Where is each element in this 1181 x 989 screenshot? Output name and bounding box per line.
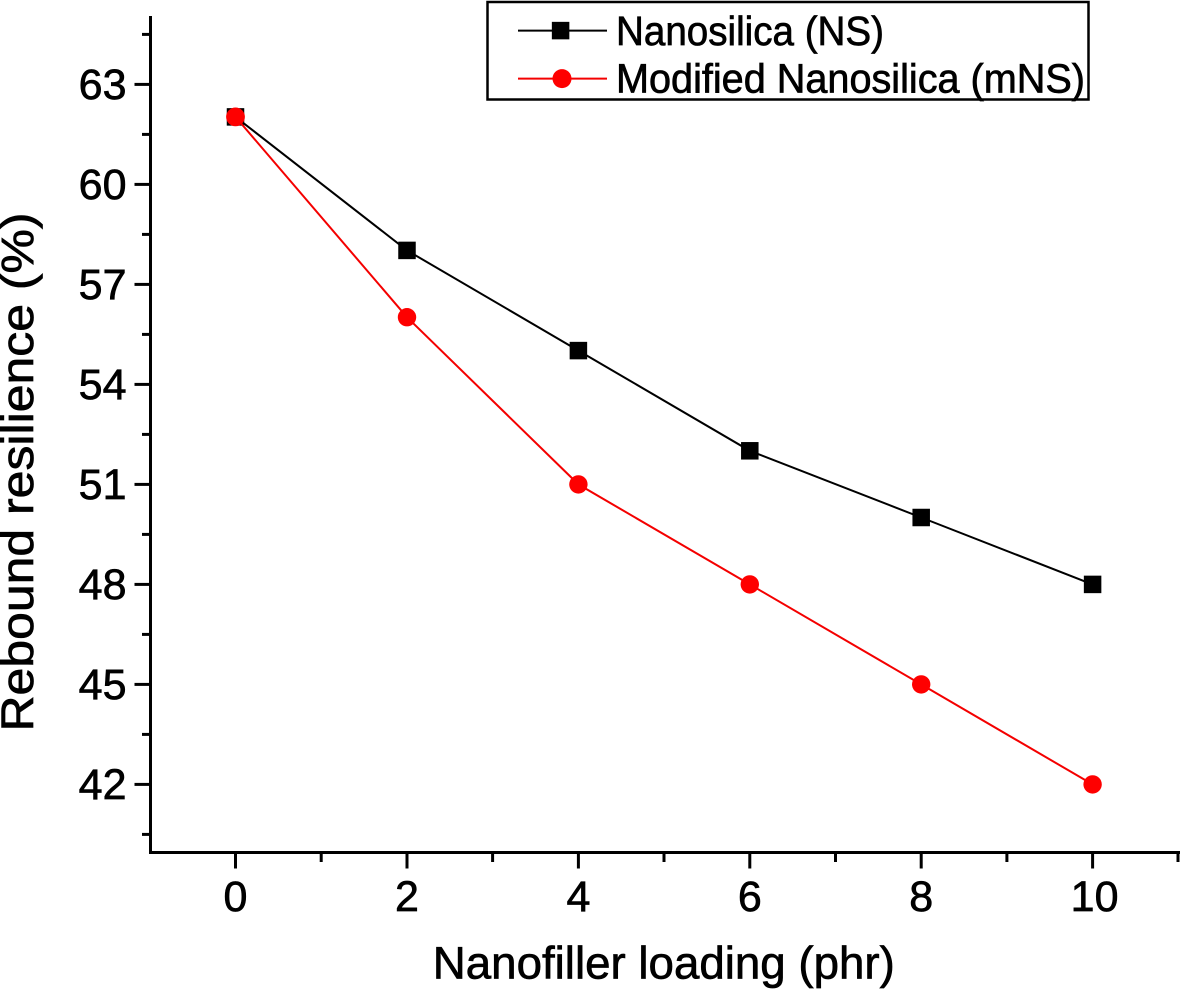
svg-text:51: 51 bbox=[79, 461, 127, 509]
svg-text:10: 10 bbox=[1071, 873, 1119, 921]
svg-text:6: 6 bbox=[738, 873, 762, 921]
svg-text:48: 48 bbox=[79, 561, 127, 609]
svg-text:2: 2 bbox=[395, 873, 419, 921]
svg-text:Nanosilica (NS): Nanosilica (NS) bbox=[616, 8, 884, 54]
svg-text:63: 63 bbox=[79, 61, 127, 109]
svg-text:60: 60 bbox=[79, 161, 127, 209]
svg-text:42: 42 bbox=[79, 761, 127, 809]
svg-text:Modified Nanosilica (mNS): Modified Nanosilica (mNS) bbox=[616, 56, 1085, 102]
svg-text:Rebound resilience (%): Rebound resilience (%) bbox=[0, 213, 43, 732]
svg-text:8: 8 bbox=[909, 873, 933, 921]
svg-text:4: 4 bbox=[566, 873, 590, 921]
svg-text:57: 57 bbox=[79, 261, 127, 309]
svg-text:Nanofiller loading (phr): Nanofiller loading (phr) bbox=[433, 938, 895, 989]
svg-text:0: 0 bbox=[224, 873, 248, 921]
svg-text:54: 54 bbox=[79, 361, 127, 409]
svg-text:45: 45 bbox=[79, 661, 127, 709]
